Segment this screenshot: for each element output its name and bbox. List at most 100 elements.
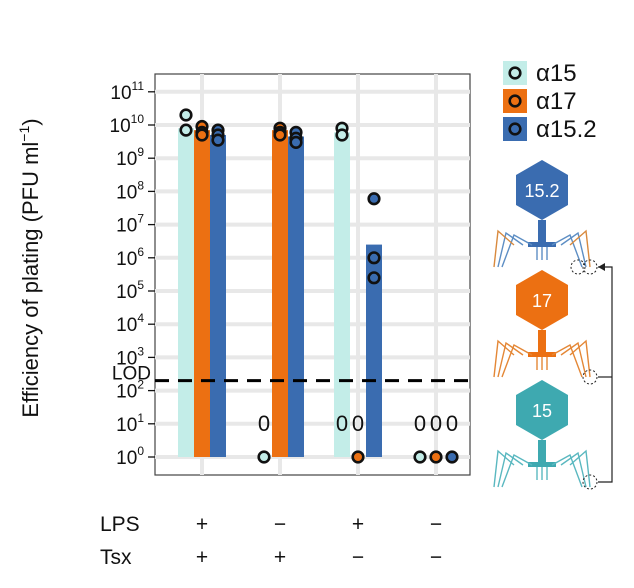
- legend-marker-α15.2: [508, 122, 522, 136]
- tick-base: 10: [116, 415, 137, 436]
- tsx-sign: +: [274, 546, 286, 569]
- lod-line: LOD: [112, 364, 470, 385]
- legend-label-α17: α17: [536, 88, 577, 115]
- y-tick-label: 103: [116, 344, 144, 369]
- tick-exponent: 11: [132, 79, 145, 93]
- phage-baseplate: [528, 462, 556, 467]
- tick-exponent: 9: [137, 145, 144, 159]
- phage-leg: [551, 453, 583, 488]
- bar-α15.2: [366, 244, 382, 457]
- zero-label-α15: 0: [414, 411, 426, 436]
- phage-leg: [501, 343, 533, 378]
- lps-sign: +: [352, 513, 364, 536]
- y-tick-label: 105: [116, 278, 144, 303]
- tick-base: 10: [116, 448, 137, 469]
- phage-leg: [493, 229, 515, 268]
- tick-exponent: 8: [137, 178, 144, 192]
- legend-marker-α17: [508, 94, 522, 108]
- row-label-LPS: LPS: [100, 513, 140, 536]
- point-α15: [335, 128, 349, 142]
- tick-base: 10: [110, 116, 131, 137]
- phage-tail: [538, 440, 546, 462]
- phage-leg: [560, 451, 587, 488]
- phage-baseplate: [528, 242, 556, 247]
- phage-leg: [551, 343, 583, 378]
- point-α15.2: [211, 133, 225, 147]
- legend-label-α15.2: α15.2: [536, 116, 597, 143]
- tick-base: 10: [116, 182, 137, 203]
- y-tick-label: 1011: [110, 79, 144, 104]
- point-α15.2: [367, 271, 381, 285]
- condition-table: LPS Tsx + + − + + − − −: [100, 513, 442, 569]
- point-α15: [257, 450, 271, 464]
- bars: [178, 128, 382, 458]
- tick-exponent: 1: [137, 411, 144, 425]
- zero-label-α15: 0: [258, 411, 270, 436]
- y-axis-title: Efficiency of plating (PFU ml−1): [16, 118, 43, 417]
- legend-marker-α15: [508, 66, 522, 80]
- bar-α15: [178, 128, 194, 457]
- legend-label-α15: α15: [536, 60, 577, 87]
- tick-base: 10: [116, 149, 137, 170]
- connector-arrow: [598, 263, 605, 271]
- point-α15.2: [445, 450, 459, 464]
- point-α17: [429, 450, 443, 464]
- phage-tail: [538, 220, 546, 242]
- bar-α15.2: [288, 136, 304, 457]
- point-α15: [179, 123, 193, 137]
- lod-label: LOD: [112, 364, 151, 385]
- y-tick-label: 106: [116, 245, 144, 270]
- tick-base: 10: [116, 315, 137, 336]
- y-tick-label: 101: [116, 411, 144, 436]
- phage-diagram: 15.2 17 15: [493, 160, 613, 490]
- y-tick-label: 109: [116, 145, 144, 170]
- tick-exponent: 6: [137, 245, 144, 259]
- phage-leg: [497, 231, 524, 268]
- tick-base: 10: [116, 216, 137, 237]
- receptor-circle: [570, 259, 586, 275]
- tick-exponent: 2: [137, 378, 144, 392]
- phage-leg: [497, 451, 524, 488]
- bar-α17: [272, 130, 288, 457]
- point-α15.2: [367, 192, 381, 206]
- row-label-Tsx: Tsx: [100, 546, 132, 569]
- tick-exponent: 0: [137, 444, 144, 458]
- phage-label-17: 17: [532, 291, 552, 311]
- point-α17: [195, 128, 209, 142]
- phage-capsid-15.2: [516, 160, 568, 220]
- phage-leg: [569, 229, 591, 268]
- y-tick-label: 104: [116, 311, 144, 336]
- point-α17: [273, 128, 287, 142]
- tick-base: 10: [116, 249, 137, 270]
- tsx-sign: −: [352, 546, 364, 569]
- phage-capsid-17: [516, 270, 568, 330]
- ylabel-close: ): [18, 118, 43, 125]
- ylabel-main: Efficiency of plating (PFU ml: [18, 142, 43, 418]
- tick-exponent: 5: [137, 278, 144, 292]
- phage-leg: [497, 341, 524, 378]
- y-tick-label: 1010: [110, 112, 145, 137]
- plot-frame: [154, 73, 471, 476]
- tsx-sign: −: [430, 546, 442, 569]
- tick-base: 10: [116, 282, 137, 303]
- point-α15: [179, 108, 193, 122]
- zero-label-α15: 0: [336, 411, 348, 436]
- tick-exponent: 10: [131, 112, 145, 126]
- y-tick-label: 102: [116, 378, 144, 403]
- point-α17: [351, 450, 365, 464]
- tick-base: 10: [110, 83, 131, 104]
- point-α15: [413, 450, 427, 464]
- zero-labels: 0 0 00 0 0: [258, 411, 458, 436]
- tsx-sign: +: [196, 546, 208, 569]
- phage-leg: [501, 233, 533, 268]
- phage-leg: [493, 339, 515, 378]
- phage-leg: [560, 341, 587, 378]
- y-tick-label: 100: [116, 444, 144, 469]
- lps-sign: +: [196, 513, 208, 536]
- ylabel-sup: −1: [16, 126, 32, 142]
- y-tick-label: 108: [116, 178, 144, 203]
- lps-sign: −: [430, 513, 442, 536]
- phage-leg: [493, 449, 515, 488]
- y-tick-label: 107: [116, 212, 144, 237]
